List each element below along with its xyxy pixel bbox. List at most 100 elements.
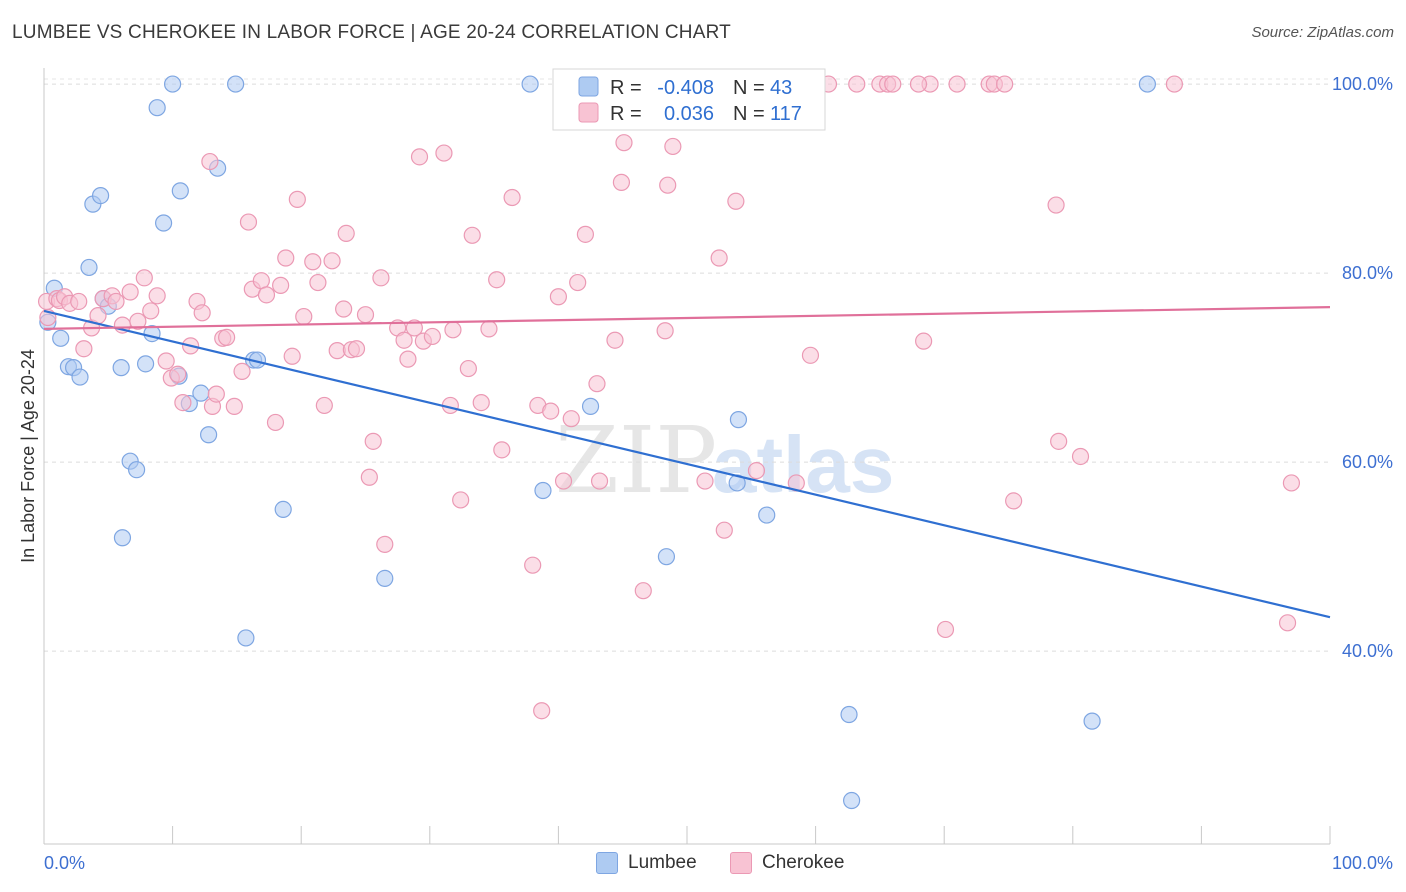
cherokee-point	[399, 350, 417, 368]
cherokee-point	[463, 226, 481, 244]
legend-swatch-lumbee	[578, 76, 599, 97]
lumbee-point	[534, 481, 552, 500]
cherokee-point	[423, 327, 441, 346]
cherokee-point	[89, 307, 107, 325]
cherokee-point	[347, 340, 366, 358]
cherokee-point	[1050, 432, 1068, 450]
lumbee-point	[112, 359, 130, 377]
legend-r-label-lumbee: R =	[610, 77, 642, 99]
cherokee-point	[193, 304, 211, 322]
lumbee-point	[581, 397, 600, 415]
cherokee-point	[174, 393, 192, 412]
cherokee-point	[304, 253, 322, 271]
cherokee-point	[615, 134, 633, 152]
cherokee-point	[218, 328, 236, 346]
cherokee-point	[656, 322, 674, 340]
legend-n-value-lumbee: 43	[770, 77, 792, 99]
cherokee-point	[524, 556, 542, 574]
cherokee-point	[549, 288, 568, 306]
legend-r-value-cherokee: 0.036	[664, 103, 714, 125]
cherokee-point	[395, 331, 413, 349]
watermark-atlas: atlas	[712, 420, 894, 509]
cherokee-point	[801, 346, 820, 364]
cherokee-point	[356, 306, 375, 324]
cherokee-point	[569, 273, 587, 292]
cherokee-point	[435, 144, 453, 162]
y-tick-label: 40.0%	[1342, 641, 1393, 661]
cherokee-point	[272, 276, 290, 294]
legend-n-value-cherokee: 117	[770, 103, 802, 125]
y-tick-labels: 40.0% 60.0% 80.0% 100.0%	[1332, 74, 1393, 661]
cherokee-point	[207, 385, 225, 403]
cherokee-point	[634, 582, 652, 600]
cherokee-points	[37, 75, 1301, 720]
series-legend-lumbee[interactable]: Lumbee	[596, 852, 697, 874]
cherokee-point	[410, 148, 429, 166]
cherokee-point	[288, 190, 306, 208]
lumbee-point	[80, 258, 98, 277]
y-axis-label: In Labor Force | Age 20-24	[18, 349, 38, 563]
cherokee-point	[554, 472, 573, 490]
cherokee-point	[710, 249, 728, 267]
lumbee-point	[154, 214, 173, 232]
cherokee-point	[315, 396, 333, 415]
cherokee-trend-line	[43, 306, 1331, 330]
lumbee-point	[113, 529, 132, 547]
cherokee-point	[747, 462, 766, 480]
cherokee-point	[257, 286, 276, 304]
cherokee-point	[909, 75, 928, 93]
cherokee-point	[936, 620, 955, 639]
cherokee-point	[129, 312, 147, 330]
lumbee-point	[758, 506, 776, 524]
cherokee-point	[157, 352, 175, 370]
cherokee-point	[664, 137, 682, 156]
cherokee-point	[1047, 196, 1065, 214]
cherokee-point	[1005, 492, 1023, 510]
cherokee-point	[335, 300, 353, 318]
lumbee-point	[521, 75, 539, 93]
y-tick-label: 60.0%	[1342, 452, 1393, 472]
cherokee-point	[1071, 447, 1090, 466]
cherokee-point	[452, 491, 470, 509]
y-tick-label: 80.0%	[1342, 263, 1393, 283]
lumbee-point	[843, 791, 861, 810]
lumbee-point	[91, 187, 110, 205]
cherokee-point	[239, 213, 258, 231]
cherokee-point	[696, 472, 714, 490]
cherokee-point	[542, 402, 560, 420]
y-tick-label: 100.0%	[1332, 74, 1393, 94]
lumbee-point	[164, 75, 182, 93]
cherokee-point	[472, 393, 490, 412]
cherokee-point	[480, 320, 498, 338]
cherokee-point	[562, 410, 580, 428]
cherokee-point	[612, 173, 631, 191]
series-legend-cherokee[interactable]: Cherokee	[730, 852, 844, 874]
cherokee-point	[948, 75, 966, 93]
cherokee-point	[488, 271, 506, 289]
cherokee-point	[283, 347, 301, 365]
cherokee-point	[142, 302, 160, 320]
lumbee-point	[840, 705, 858, 724]
cherokee-point	[225, 397, 243, 415]
cherokee-point	[996, 75, 1014, 93]
cherokee-point	[364, 432, 382, 450]
watermark-zip: ZIP	[555, 407, 717, 514]
cherokee-point	[576, 225, 595, 243]
cherokee-point	[533, 702, 551, 720]
cherokee-label: Cherokee	[762, 852, 845, 873]
cherokee-point	[1278, 614, 1297, 632]
x-tick-marks	[43, 826, 1331, 844]
legend-swatch-cherokee	[578, 102, 599, 123]
lumbee-point	[657, 548, 676, 566]
cherokee-point	[727, 192, 745, 210]
lumbee-point	[52, 329, 70, 347]
cherokee-point	[372, 269, 390, 287]
cherokee-point	[503, 188, 521, 207]
cherokee-point	[405, 319, 423, 337]
lumbee-point	[1083, 712, 1101, 730]
lumbee-point	[227, 75, 245, 93]
cherokee-point	[588, 375, 606, 393]
cherokee-point	[266, 413, 285, 432]
cherokee-point	[295, 307, 313, 326]
